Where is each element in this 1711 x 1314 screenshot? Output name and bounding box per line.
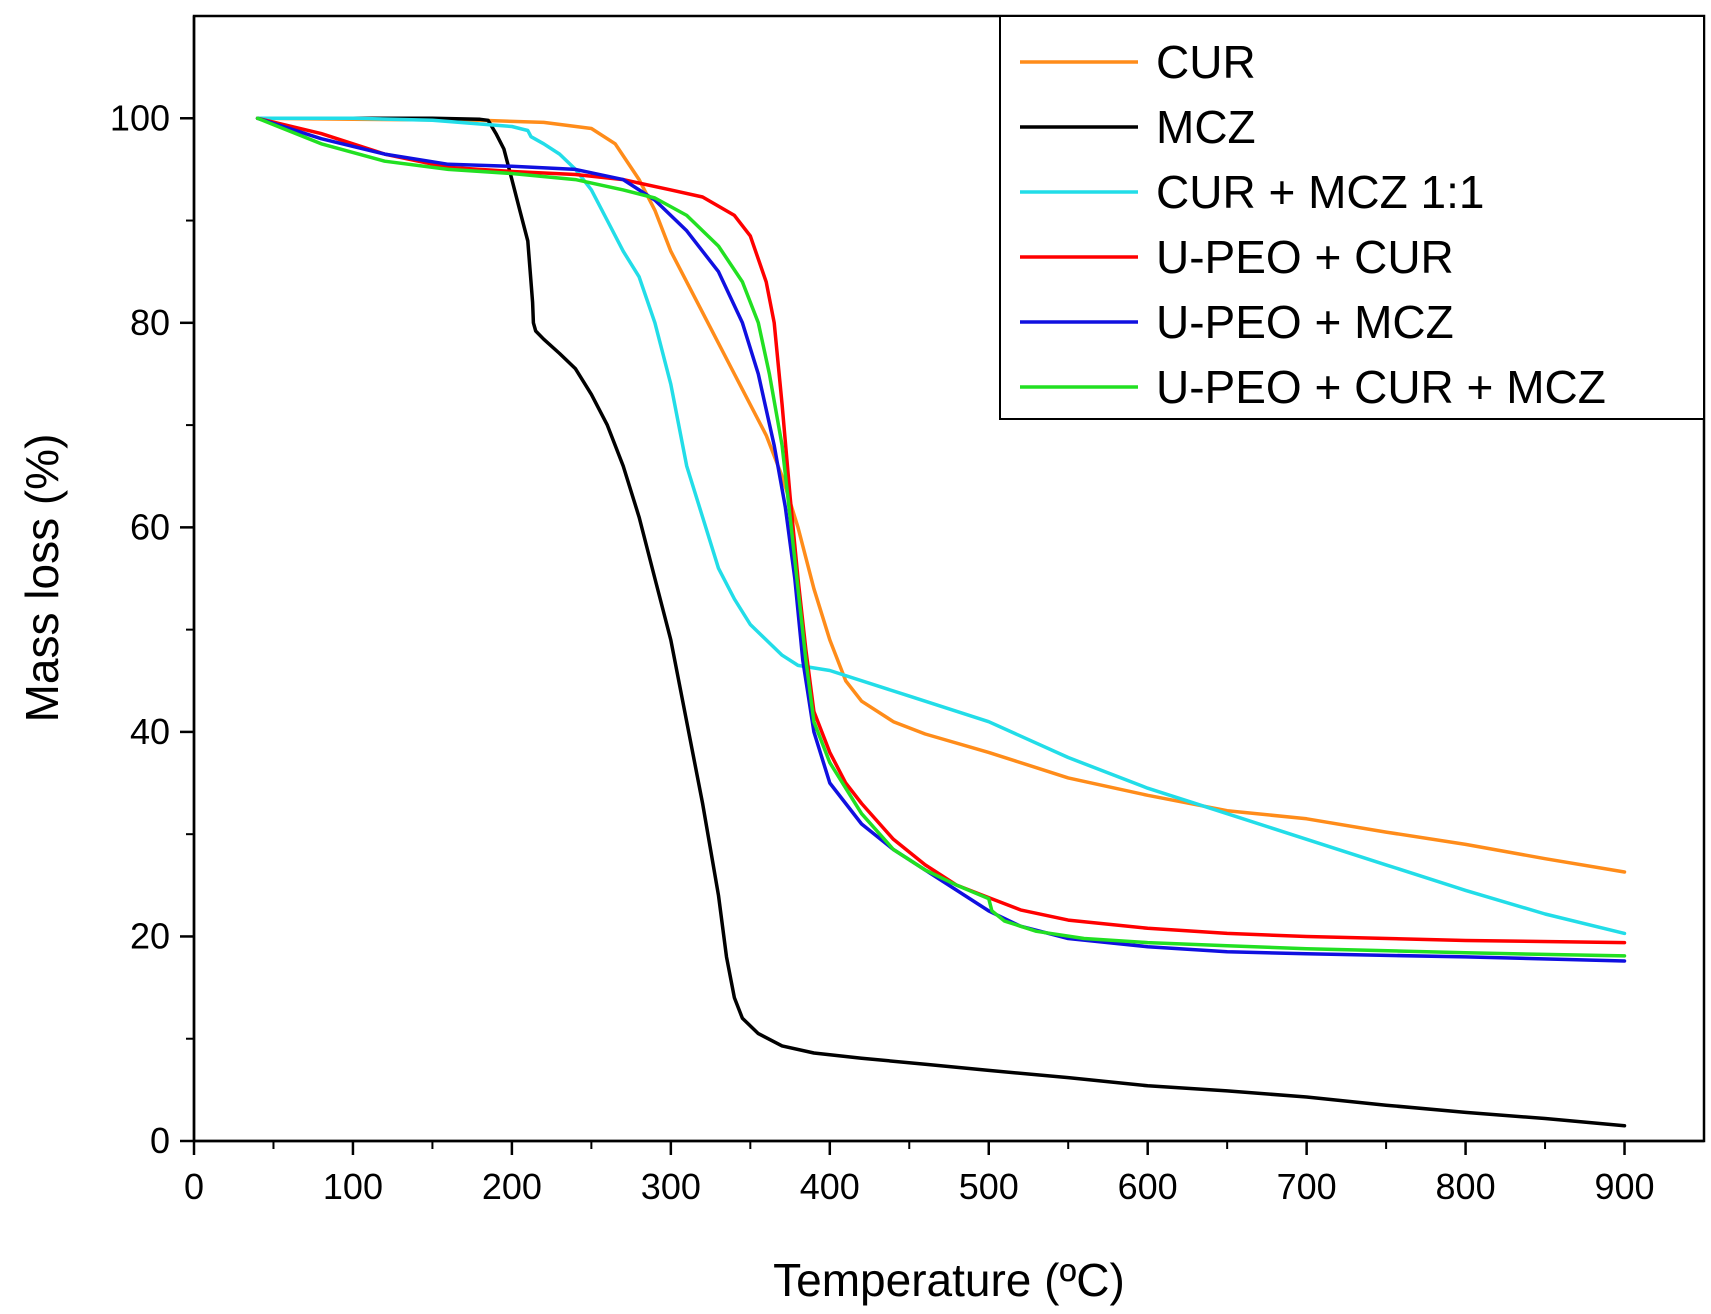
legend-label-5: U-PEO + MCZ: [1156, 296, 1454, 348]
y-axis-title: Mass loss (%): [16, 434, 68, 723]
x-tick-label: 800: [1436, 1166, 1496, 1207]
y-tick-label: 60: [130, 506, 170, 547]
x-tick-label: 200: [482, 1166, 542, 1207]
x-tick-label: 300: [641, 1166, 701, 1207]
x-tick-label: 100: [323, 1166, 383, 1207]
legend: CUR MCZ CUR + MCZ 1:1 U-PEO + CUR U-PEO + MC…: [999, 15, 1705, 420]
legend-box: [999, 15, 1705, 420]
series-line-1: [255, 116, 1627, 874]
y-axis: 0 20 40 60 80 100: [110, 16, 196, 1161]
y-tick-label: 100: [110, 97, 170, 138]
y-tick-label: 40: [130, 711, 170, 752]
x-tick-label: 0: [184, 1166, 204, 1207]
y-tick-label: 80: [130, 302, 170, 343]
series-line-6: [255, 116, 1627, 958]
x-tick-label: 500: [959, 1166, 1019, 1207]
y-tick-label: 20: [130, 915, 170, 956]
y-tick-label: 0: [150, 1120, 170, 1161]
x-tick-label: 700: [1277, 1166, 1337, 1207]
legend-label-4: U-PEO + CUR: [1156, 231, 1454, 283]
x-tick-label: 900: [1594, 1166, 1654, 1207]
x-tick-label: 400: [800, 1166, 860, 1207]
x-axis-title: Temperature (ºC): [773, 1254, 1125, 1306]
x-tick-label: 600: [1118, 1166, 1178, 1207]
legend-label-3: CUR + MCZ 1:1: [1156, 166, 1484, 218]
x-axis: 0 100 200 300 400 500 600 700 800 900: [184, 1139, 1704, 1207]
legend-label-6: U-PEO + CUR + MCZ: [1156, 361, 1606, 413]
legend-label-1: CUR: [1156, 36, 1256, 88]
series-layer: [255, 116, 1627, 1128]
legend-label-2: MCZ: [1156, 101, 1256, 153]
series-line-3: [255, 116, 1627, 936]
